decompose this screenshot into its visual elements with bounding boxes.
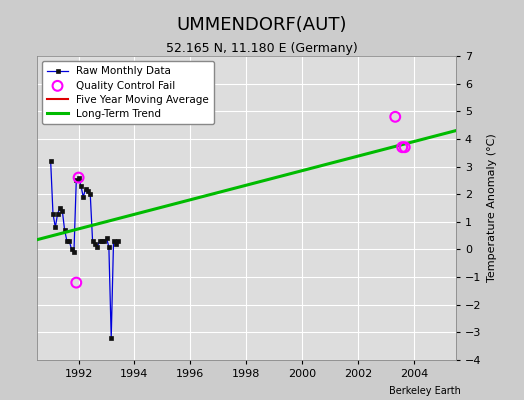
Raw Monthly Data: [85, 189, 91, 194]
Text: UMMENDORF(AUT): UMMENDORF(AUT): [177, 16, 347, 34]
Raw Monthly Data: [106, 244, 112, 249]
Quality Control Fail: [74, 174, 83, 181]
Raw Monthly Data: [111, 239, 117, 244]
Text: 52.165 N, 11.180 E (Germany): 52.165 N, 11.180 E (Germany): [166, 42, 358, 55]
Quality Control Fail: [398, 144, 407, 150]
Raw Monthly Data: [61, 228, 68, 232]
Line: Raw Monthly Data: Raw Monthly Data: [49, 160, 119, 340]
Raw Monthly Data: [96, 239, 103, 244]
Quality Control Fail: [391, 114, 399, 120]
Raw Monthly Data: [50, 211, 56, 216]
Raw Monthly Data: [92, 242, 98, 246]
Raw Monthly Data: [66, 239, 72, 244]
Raw Monthly Data: [82, 186, 89, 191]
Quality Control Fail: [400, 144, 409, 150]
Raw Monthly Data: [78, 184, 84, 188]
Raw Monthly Data: [108, 336, 114, 340]
Raw Monthly Data: [69, 247, 75, 252]
Raw Monthly Data: [90, 239, 96, 244]
Raw Monthly Data: [115, 239, 122, 244]
Raw Monthly Data: [57, 206, 63, 210]
Raw Monthly Data: [75, 175, 82, 180]
Raw Monthly Data: [101, 239, 107, 244]
Quality Control Fail: [72, 280, 81, 286]
Text: Berkeley Earth: Berkeley Earth: [389, 386, 461, 396]
Raw Monthly Data: [103, 236, 110, 241]
Raw Monthly Data: [94, 244, 101, 249]
Raw Monthly Data: [59, 208, 66, 213]
Raw Monthly Data: [99, 239, 105, 244]
Raw Monthly Data: [48, 159, 54, 164]
Y-axis label: Temperature Anomaly (°C): Temperature Anomaly (°C): [487, 134, 497, 282]
Raw Monthly Data: [73, 178, 80, 183]
Raw Monthly Data: [80, 194, 86, 199]
Raw Monthly Data: [54, 211, 61, 216]
Raw Monthly Data: [64, 239, 70, 244]
Legend: Raw Monthly Data, Quality Control Fail, Five Year Moving Average, Long-Term Tren: Raw Monthly Data, Quality Control Fail, …: [42, 61, 214, 124]
Raw Monthly Data: [87, 192, 93, 196]
Raw Monthly Data: [71, 250, 77, 255]
Raw Monthly Data: [52, 225, 59, 230]
Raw Monthly Data: [113, 242, 119, 246]
